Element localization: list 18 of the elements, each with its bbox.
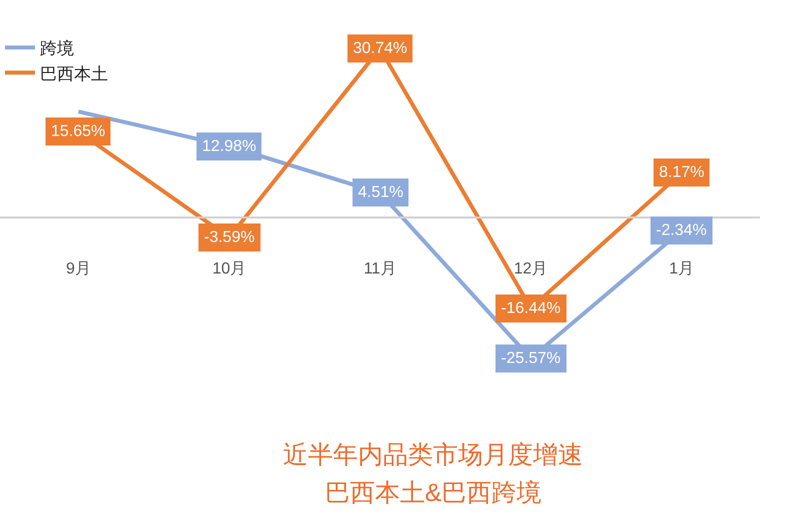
data-label: 4.51%: [358, 184, 404, 201]
x-tick-label: 10月: [212, 260, 246, 278]
data-label: 12.98%: [202, 138, 256, 155]
legend-label: 跨境: [40, 39, 74, 58]
data-label: -25.57%: [501, 350, 561, 367]
data-label: -2.34%: [656, 222, 707, 239]
data-label: -3.59%: [204, 229, 255, 246]
x-tick-label: 1月: [669, 260, 694, 278]
text: 巴西本土&巴西跨境: [325, 479, 542, 507]
data-label: 30.74%: [353, 40, 408, 57]
legend-label: 巴西本土: [40, 64, 108, 84]
data-label: 8.17%: [659, 164, 704, 181]
data-label: 15.65%: [51, 123, 106, 140]
x-tick-label: 12月: [514, 260, 548, 278]
data-label: -16.44%: [501, 300, 561, 317]
text: 近半年内品类市场月度增速: [283, 441, 583, 469]
x-tick-label: 9月: [66, 260, 91, 278]
x-tick-label: 11月: [364, 260, 396, 278]
